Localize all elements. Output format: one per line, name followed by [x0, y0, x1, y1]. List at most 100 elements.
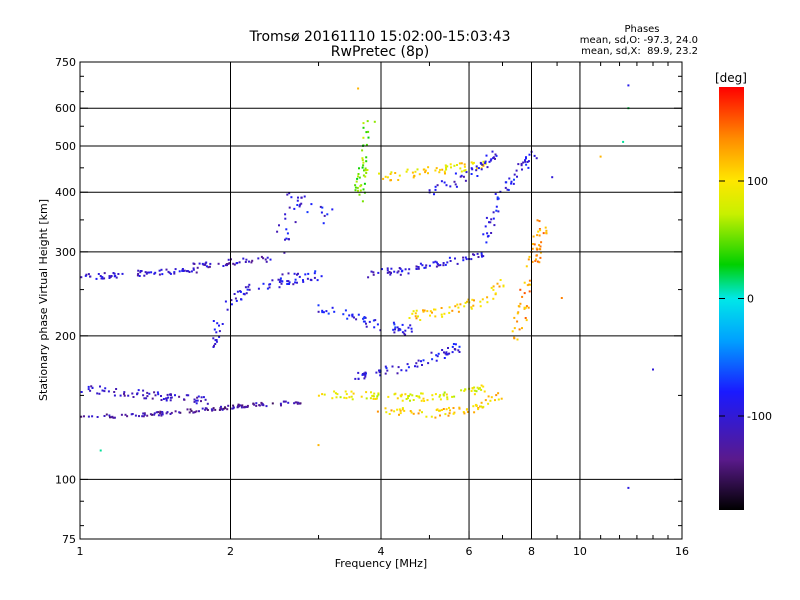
data-point [482, 405, 485, 408]
data-point [137, 269, 140, 272]
data-point [344, 309, 347, 312]
data-point [381, 268, 383, 271]
data-point [470, 307, 473, 310]
data-point [165, 412, 168, 415]
data-point [313, 276, 316, 279]
data-point [158, 269, 161, 272]
data-point [472, 161, 475, 164]
data-point [266, 256, 269, 259]
data-point [471, 298, 474, 301]
data-point [431, 358, 434, 361]
data-point [485, 241, 488, 244]
data-point [494, 153, 497, 156]
data-point [286, 232, 289, 235]
data-point [477, 407, 480, 409]
data-point [351, 315, 354, 318]
data-point [215, 340, 218, 343]
data-point [156, 391, 159, 394]
data-point [450, 166, 452, 169]
data-point [146, 391, 149, 394]
data-point [439, 398, 442, 401]
data-point [507, 189, 510, 191]
data-point [89, 275, 92, 278]
data-point [364, 175, 367, 178]
data-point [485, 216, 488, 219]
data-point [361, 200, 364, 203]
data-point [477, 256, 480, 258]
data-point [260, 255, 263, 258]
data-point [288, 192, 291, 195]
data-point [480, 405, 483, 408]
data-point [494, 292, 497, 295]
data-point [284, 238, 286, 241]
data-point [442, 394, 445, 397]
data-point [462, 259, 465, 262]
data-point [222, 265, 225, 267]
data-point [435, 354, 438, 357]
data-point [521, 327, 523, 330]
data-point [496, 196, 499, 199]
data-point [87, 388, 90, 391]
data-point [299, 402, 302, 405]
data-point [362, 161, 365, 164]
data-point [80, 391, 83, 393]
data-point [296, 281, 298, 284]
data-point [473, 299, 475, 302]
data-point [356, 186, 359, 189]
data-point [544, 226, 547, 229]
data-point [151, 413, 153, 416]
data-point [464, 388, 467, 391]
data-point [443, 181, 446, 184]
data-point [242, 292, 245, 295]
data-point [435, 359, 438, 362]
data-point [404, 329, 407, 332]
data-point [187, 270, 190, 273]
data-point [404, 268, 407, 271]
y-tick-label: 200 [55, 330, 76, 343]
data-point [96, 416, 99, 418]
data-point [218, 330, 221, 333]
data-point [160, 413, 163, 416]
data-point [160, 399, 163, 401]
data-point [457, 306, 460, 309]
data-point [431, 398, 434, 401]
data-point [248, 260, 250, 263]
data-point [198, 410, 200, 413]
data-point [155, 411, 158, 414]
data-point [435, 265, 438, 268]
data-point [363, 317, 365, 320]
data-point [90, 385, 93, 388]
data-point [521, 295, 524, 298]
data-point [158, 273, 161, 276]
data-point [551, 176, 554, 179]
data-point [423, 309, 426, 312]
data-point [281, 280, 284, 283]
data-point [99, 385, 101, 388]
data-point [459, 175, 462, 178]
data-point [518, 328, 521, 331]
data-point [140, 270, 143, 272]
data-point [418, 396, 421, 399]
data-point [310, 279, 313, 282]
data-point [470, 306, 473, 309]
data-point [143, 397, 146, 400]
data-point [405, 398, 408, 400]
data-point [481, 298, 484, 301]
data-point [451, 309, 454, 312]
data-point [477, 408, 480, 411]
data-point [390, 409, 393, 412]
data-point [354, 184, 357, 187]
data-point [539, 245, 542, 248]
data-point [527, 166, 530, 169]
data-point [417, 266, 420, 268]
data-point [539, 229, 542, 232]
data-point [448, 311, 451, 314]
data-point [169, 399, 172, 402]
data-point [490, 158, 493, 161]
data-point [279, 277, 282, 280]
data-point [255, 402, 258, 405]
data-point [513, 337, 516, 340]
data-point [445, 184, 448, 187]
data-point [390, 171, 393, 174]
data-point [430, 415, 433, 418]
